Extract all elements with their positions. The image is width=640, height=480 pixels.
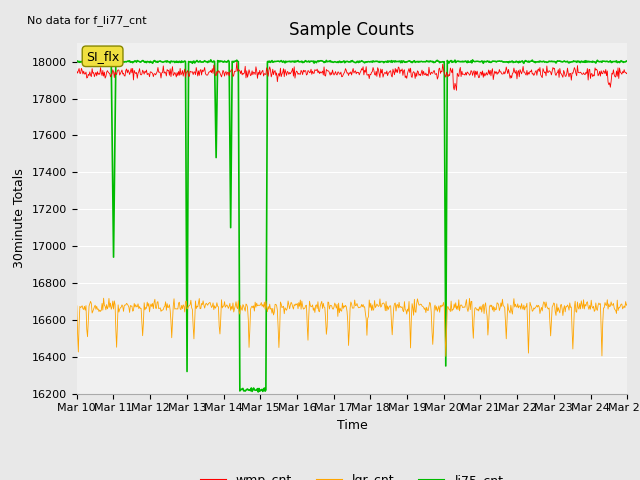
Title: Sample Counts: Sample Counts xyxy=(289,21,415,39)
Legend: wmp_cnt, lgr_cnt, li75_cnt: wmp_cnt, lgr_cnt, li75_cnt xyxy=(196,469,508,480)
Text: SI_flx: SI_flx xyxy=(86,50,119,63)
Text: No data for f_li77_cnt: No data for f_li77_cnt xyxy=(28,15,147,26)
X-axis label: Time: Time xyxy=(337,419,367,432)
Y-axis label: 30minute Totals: 30minute Totals xyxy=(13,168,26,268)
